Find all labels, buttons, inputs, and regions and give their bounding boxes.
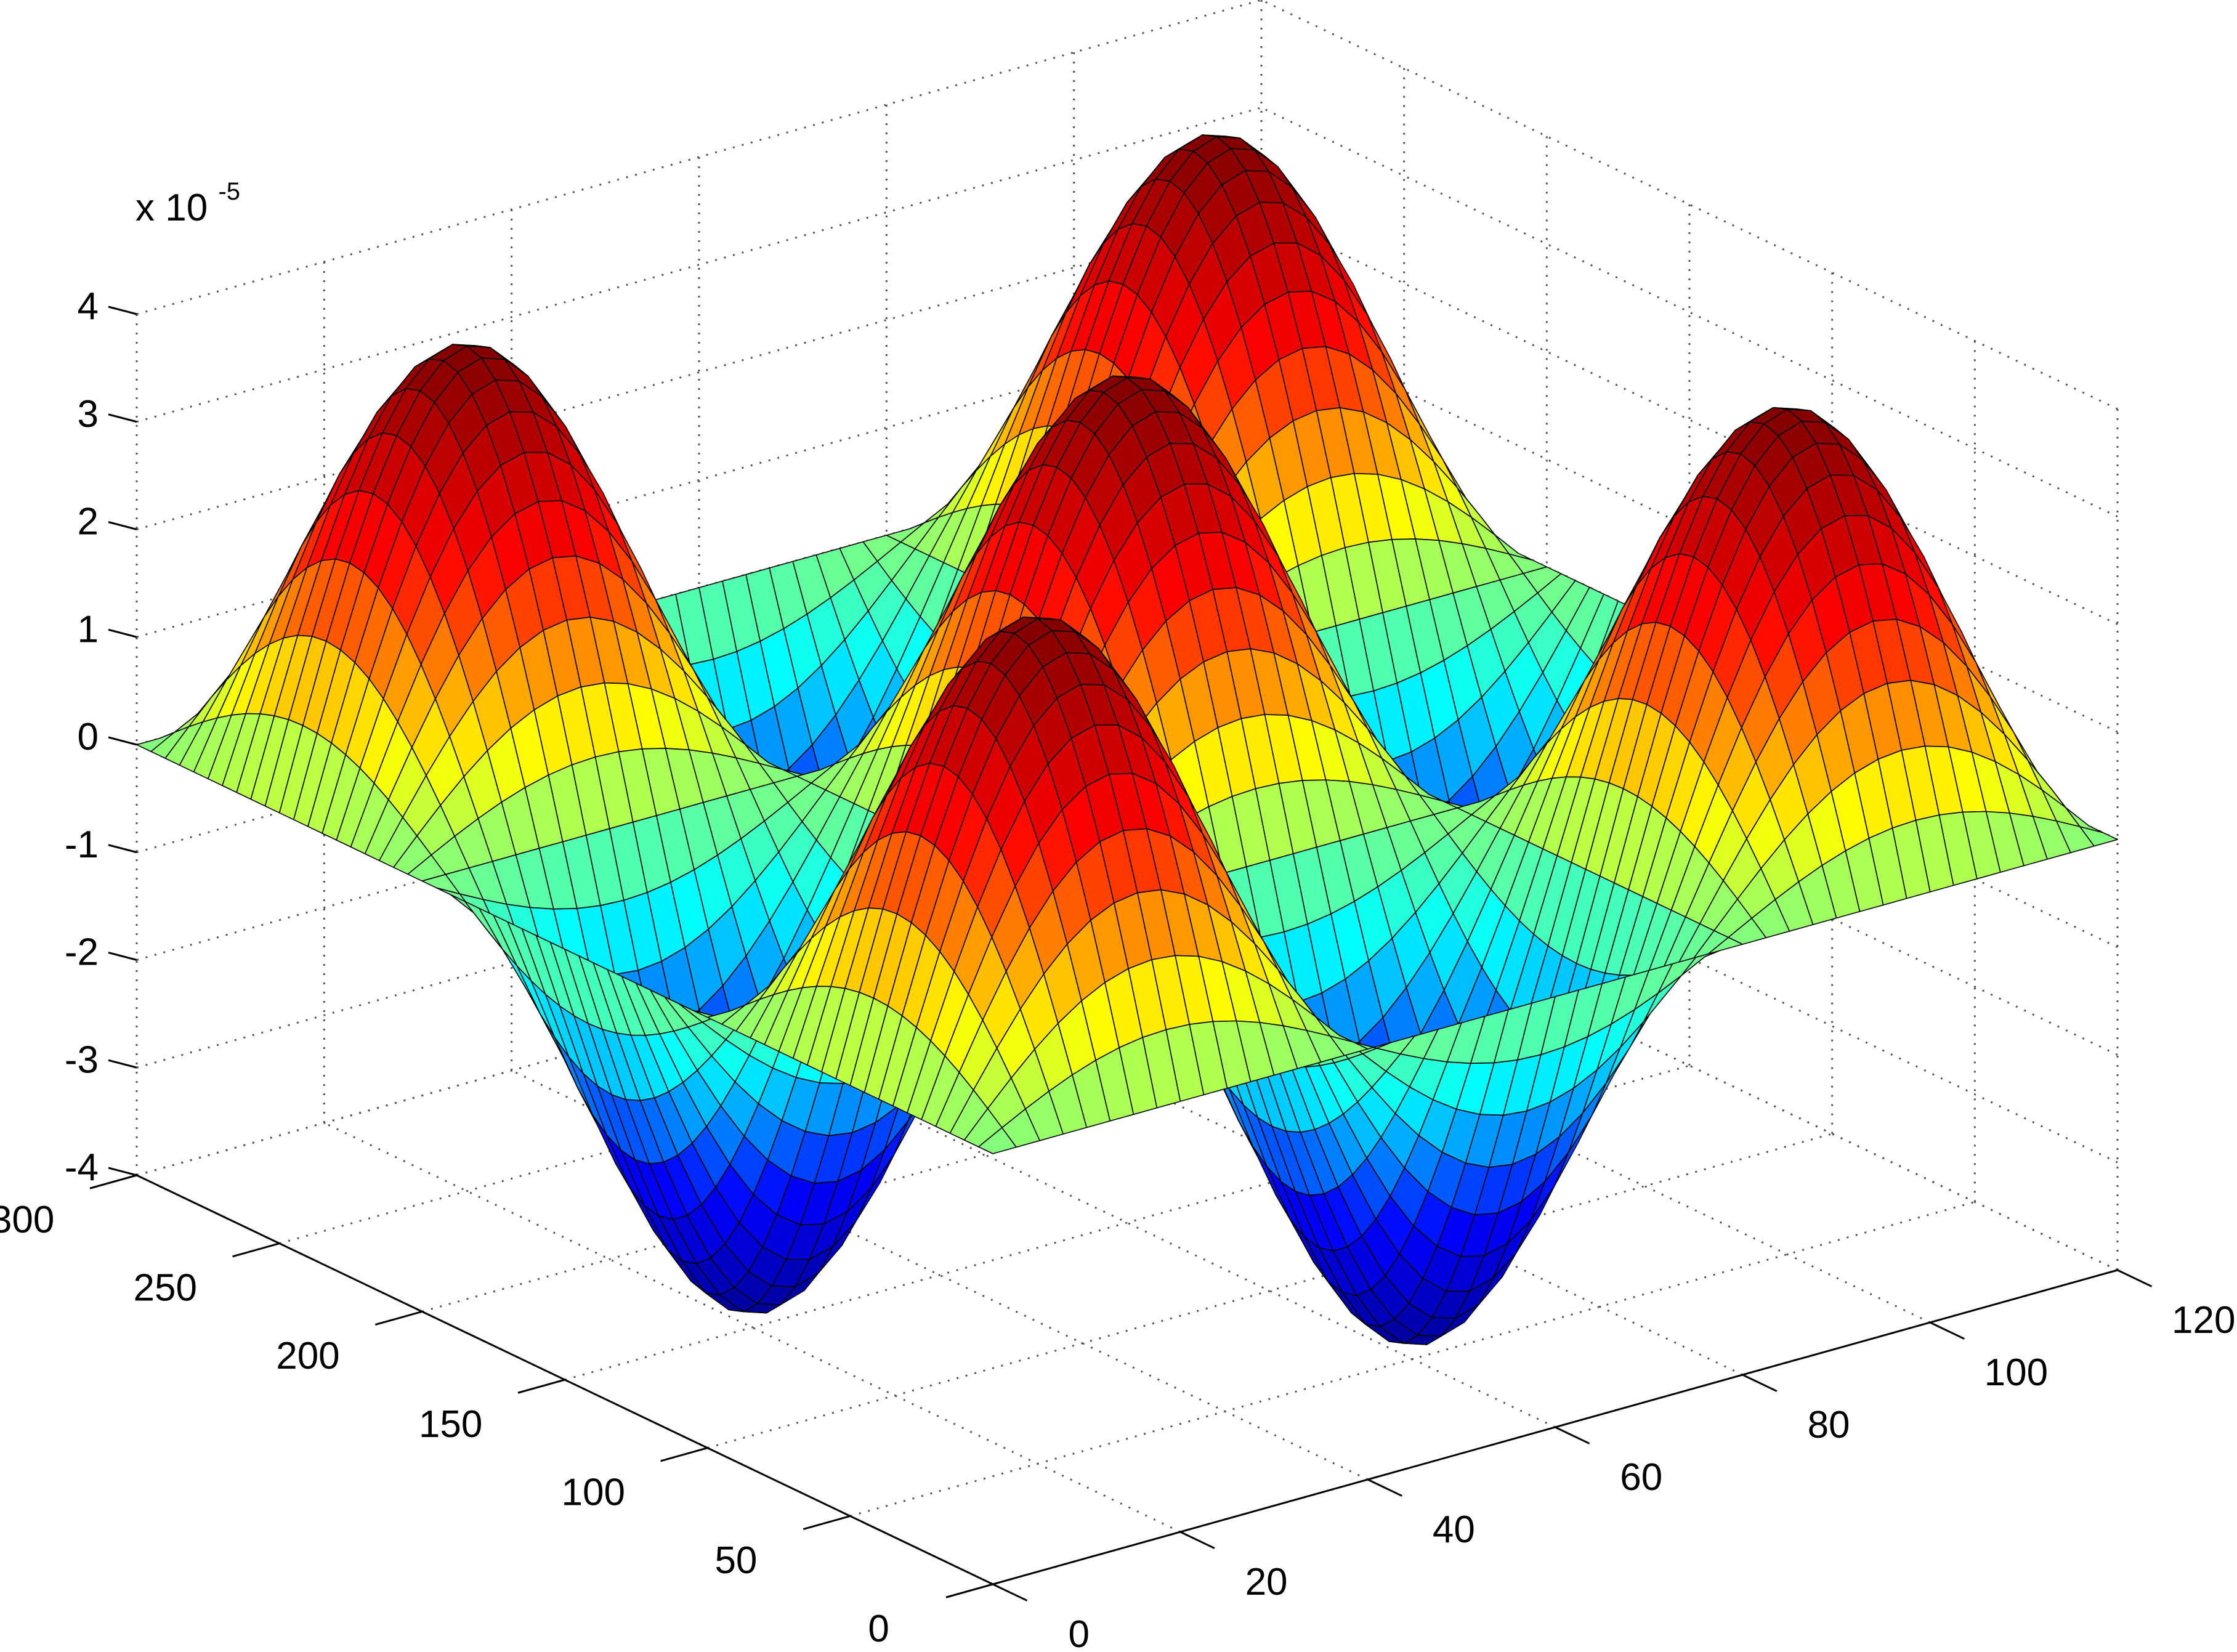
x-tick-mark <box>1930 1321 1965 1340</box>
z-tick-label: -2 <box>65 931 99 974</box>
y-tick-label: 300 <box>0 1199 54 1241</box>
side-wall-gridline <box>1261 107 2118 518</box>
z-tick-label: 3 <box>78 393 99 435</box>
y-tick-mark <box>232 1242 280 1258</box>
x-tick-mark <box>992 1583 1028 1601</box>
z-tick-mark <box>108 1059 137 1069</box>
x-tick-mark <box>1742 1374 1778 1392</box>
z-tick-mark <box>108 521 137 530</box>
z-tick-mark <box>108 952 137 961</box>
y-tick-label: 200 <box>276 1335 339 1377</box>
y-tick-label: 50 <box>714 1539 757 1582</box>
z-tick-label: 2 <box>78 501 99 543</box>
side-wall-gridline <box>1261 0 2118 410</box>
z-tick-label: -4 <box>65 1146 99 1189</box>
z-tick-mark <box>108 628 137 638</box>
x-tick-mark <box>1367 1478 1402 1497</box>
z-tick-label: 0 <box>78 716 99 758</box>
x-tick-label: 80 <box>1808 1404 1850 1446</box>
y-tick-label: 250 <box>134 1266 197 1309</box>
back-wall-gridline <box>136 0 1262 315</box>
side-wall-gridline <box>1261 860 2118 1271</box>
x-tick-mark <box>1179 1531 1215 1549</box>
floor-gridline <box>849 1201 1975 1517</box>
x-tick-label: 60 <box>1620 1456 1662 1499</box>
tick-labels: 020406080100120050100150200250300-4-3-2-… <box>0 285 2235 1652</box>
z-tick-label: 4 <box>78 285 99 328</box>
z-tick-mark <box>108 413 137 423</box>
y-tick-label: 100 <box>562 1471 625 1513</box>
surface-patch <box>978 1127 1017 1154</box>
y-tick-mark <box>660 1447 708 1462</box>
z-tick-mark <box>108 1167 137 1176</box>
y-tick-mark <box>803 1515 851 1531</box>
z-tick-mark <box>108 736 137 746</box>
z-tick-mark <box>108 306 137 315</box>
z-tick-mark <box>108 844 137 854</box>
x-tick-label: 100 <box>1984 1351 2048 1394</box>
x-tick-label: 120 <box>2172 1299 2235 1342</box>
back-wall-gridline <box>136 214 1262 530</box>
z-multiplier-base: x 10 <box>136 187 208 229</box>
z-tick-label: -3 <box>65 1039 99 1081</box>
y-tick-mark <box>89 1174 137 1189</box>
x-tick-label: 20 <box>1245 1561 1288 1603</box>
z-multiplier-label: x 10 -5 <box>136 178 240 229</box>
x-tick-mark <box>1555 1426 1590 1444</box>
x-tick-mark <box>2117 1269 2153 1287</box>
side-wall-gridline <box>1261 645 2118 1056</box>
floor-gridline <box>1074 912 1931 1324</box>
y-tick-label: 0 <box>868 1608 889 1650</box>
floor-gridline <box>564 1064 1690 1381</box>
axes-layer <box>89 306 2153 1601</box>
side-wall-gridline <box>1261 752 2118 1164</box>
z-tick-label: -1 <box>65 824 99 866</box>
y-tick-mark <box>945 1583 993 1598</box>
back-wall-gridline <box>136 107 1262 423</box>
y-tick-label: 150 <box>419 1403 482 1446</box>
floor-gridline <box>707 1133 1833 1449</box>
y-tick-mark <box>374 1310 423 1326</box>
x-tick-label: 0 <box>1068 1613 1089 1652</box>
y-tick-mark <box>517 1379 565 1394</box>
floor-gridline <box>886 965 1743 1376</box>
surface-plot <box>136 134 2118 1345</box>
z-tick-label: 1 <box>78 608 99 650</box>
floor-gridline <box>421 996 1547 1313</box>
x-tick-label: 40 <box>1433 1508 1475 1551</box>
side-wall-gridline <box>1261 214 2118 625</box>
z-multiplier-exponent: -5 <box>218 178 240 205</box>
